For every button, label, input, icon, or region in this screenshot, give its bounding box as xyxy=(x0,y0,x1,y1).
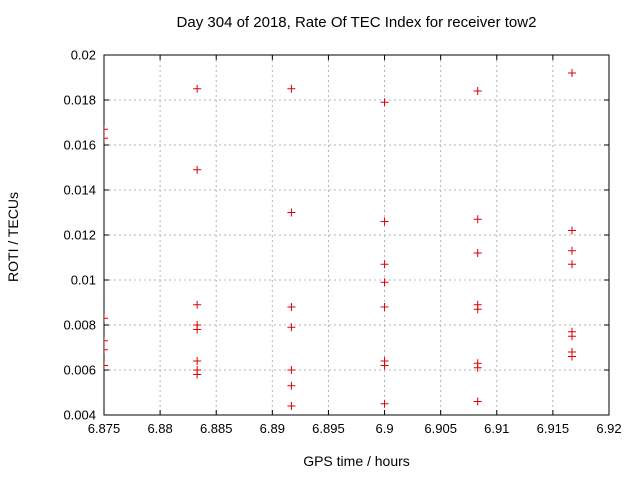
x-tick-label: 6.92 xyxy=(596,421,621,436)
data-point-marker xyxy=(473,215,482,224)
data-point-marker xyxy=(287,303,296,311)
data-points xyxy=(104,69,576,410)
x-tick-label: 6.905 xyxy=(424,421,457,436)
x-tick-label: 6.895 xyxy=(312,421,345,436)
x-tick-label: 6.9 xyxy=(376,421,394,436)
data-point-marker xyxy=(104,125,108,134)
y-tick-label: 0.008 xyxy=(63,318,96,333)
y-tick-label: 0.01 xyxy=(71,273,96,288)
x-tick-label: 6.88 xyxy=(147,421,172,436)
data-point-marker xyxy=(473,305,482,314)
chart-title: Day 304 of 2018, Rate Of TEC Index for r… xyxy=(176,14,537,31)
data-point-marker xyxy=(287,84,296,93)
data-point-marker xyxy=(104,336,108,345)
data-point-marker xyxy=(567,352,576,361)
data-point-marker xyxy=(380,361,389,370)
data-point-marker xyxy=(104,134,108,143)
data-point-marker xyxy=(193,165,202,174)
data-point-marker xyxy=(193,370,202,379)
x-axis-title: GPS time / hours xyxy=(303,453,410,469)
data-point-marker xyxy=(567,246,576,255)
y-axis-title: ROTI / TECUs xyxy=(5,192,21,282)
y-tick-label: 0.012 xyxy=(63,228,96,243)
data-point-marker xyxy=(473,249,482,257)
data-point-marker xyxy=(104,314,108,323)
data-point-marker xyxy=(287,381,296,390)
data-point-marker xyxy=(473,397,482,406)
data-point-marker xyxy=(104,345,108,354)
data-point-marker xyxy=(380,260,389,269)
data-point-marker xyxy=(473,363,482,372)
x-tick-label: 6.915 xyxy=(537,421,570,436)
data-point-marker xyxy=(567,226,576,235)
x-tick-label: 6.875 xyxy=(88,421,121,436)
data-point-marker xyxy=(567,332,576,341)
x-tick-label: 6.91 xyxy=(484,421,509,436)
y-tick-label: 0.016 xyxy=(63,138,96,153)
data-point-marker xyxy=(567,69,576,77)
x-tick-label: 6.885 xyxy=(200,421,233,436)
data-point-marker xyxy=(104,361,108,370)
data-point-marker xyxy=(193,300,202,309)
x-tick-label: 6.89 xyxy=(260,421,285,436)
data-point-marker xyxy=(193,357,202,365)
y-tick-label: 0.006 xyxy=(63,363,96,378)
data-point-marker xyxy=(193,84,202,93)
data-point-marker xyxy=(380,303,389,311)
data-point-marker xyxy=(380,278,389,287)
data-point-marker xyxy=(193,325,202,334)
data-point-marker xyxy=(380,98,389,107)
y-tick-label: 0.004 xyxy=(63,408,96,423)
y-tick-label: 0.014 xyxy=(63,183,96,198)
data-point-marker xyxy=(287,366,296,374)
data-point-marker xyxy=(287,323,296,332)
y-tick-label: 0.02 xyxy=(71,48,96,63)
data-point-marker xyxy=(287,402,296,410)
data-point-marker xyxy=(380,399,389,408)
data-point-marker xyxy=(380,217,389,226)
data-point-marker xyxy=(567,260,576,269)
data-point-marker xyxy=(287,208,296,217)
data-point-marker xyxy=(473,87,482,95)
y-tick-label: 0.018 xyxy=(63,93,96,108)
